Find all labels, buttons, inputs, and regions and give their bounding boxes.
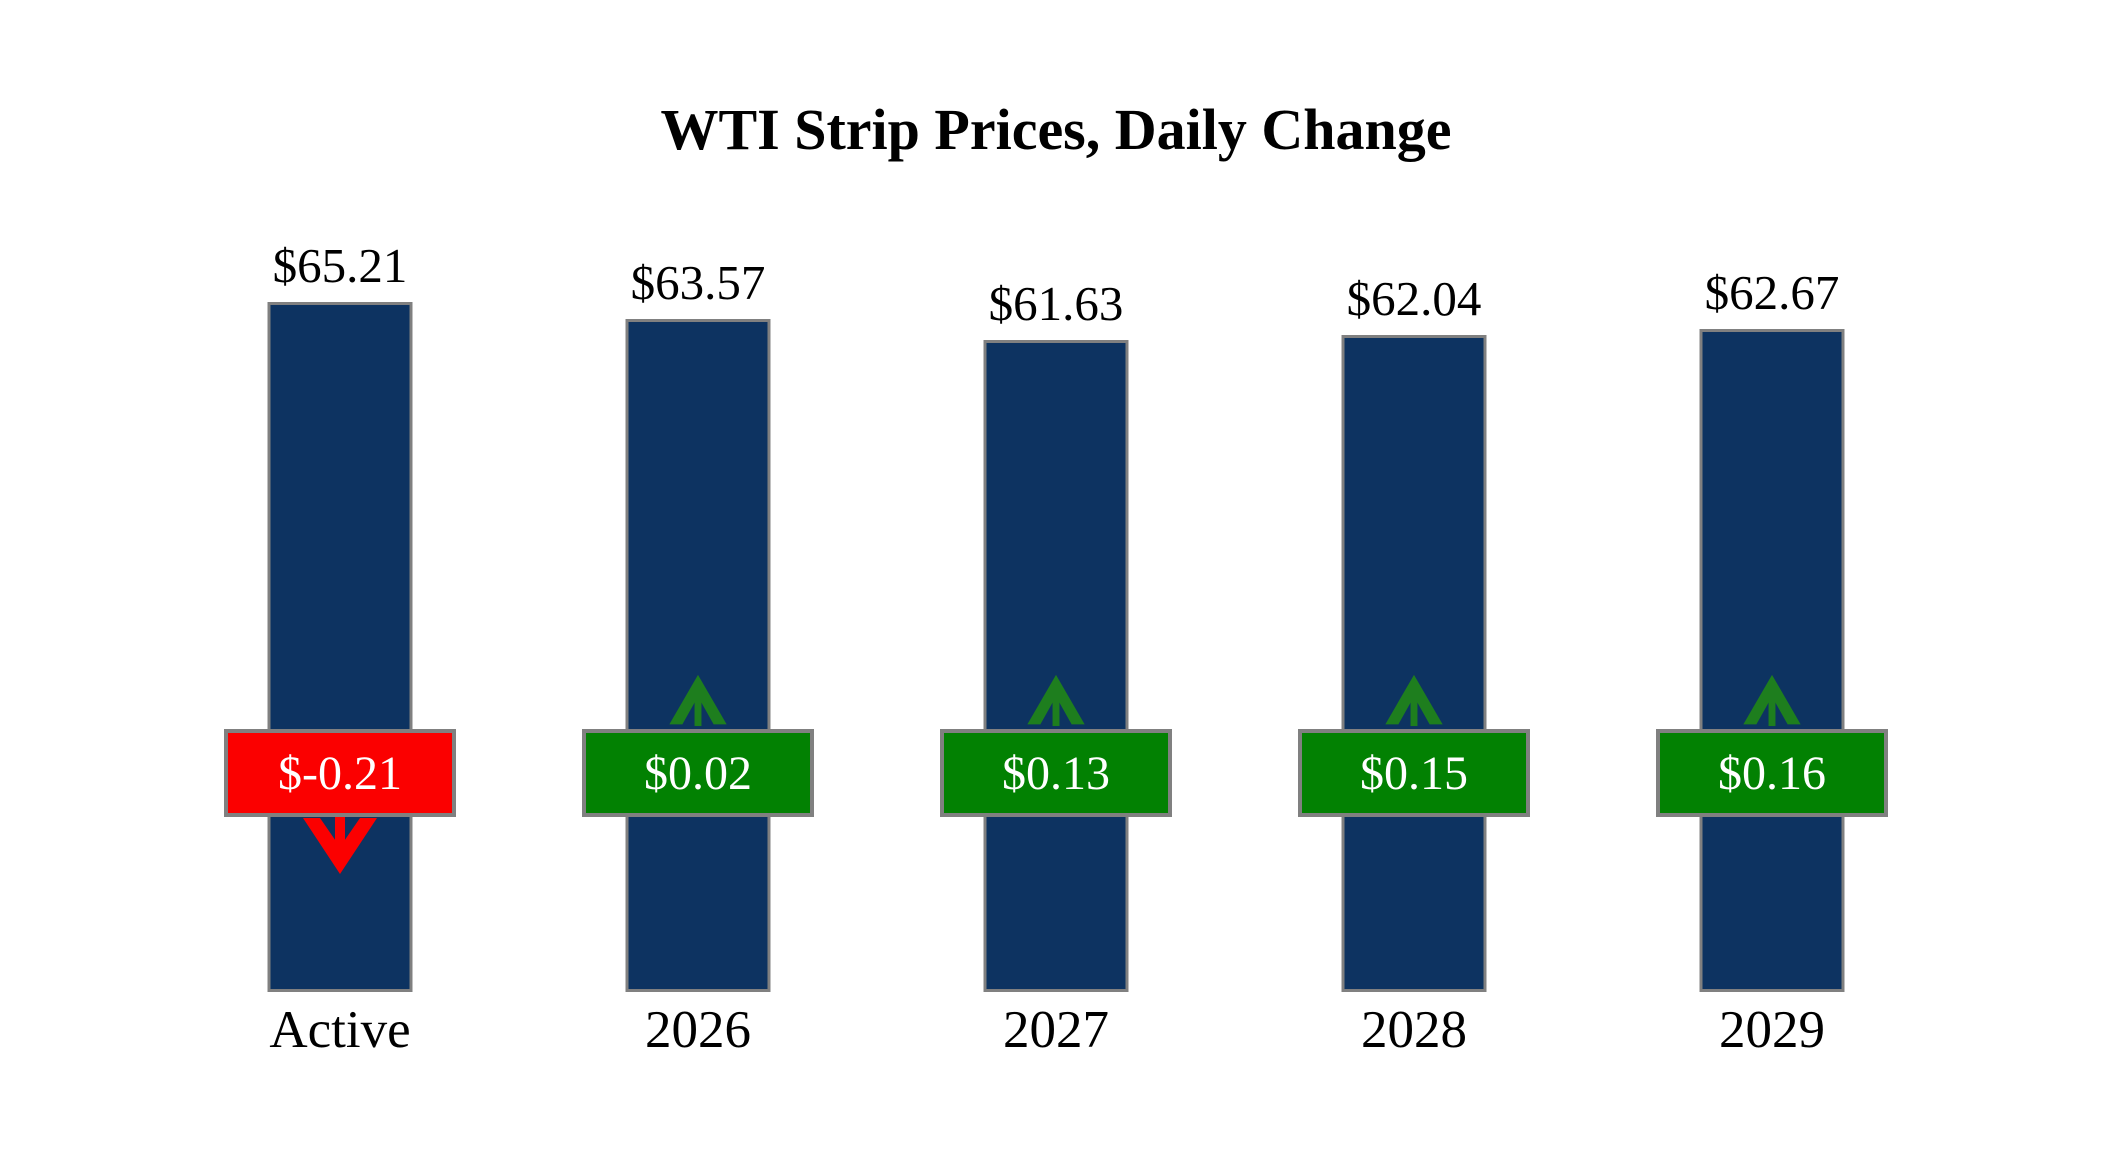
price-label: $62.04 [1346,271,1482,326]
category-label: 2028 [1361,1001,1467,1059]
change-badge: $0.16 [1656,729,1888,817]
up-arrow-icon [1739,670,1805,730]
change-badge: $0.13 [940,729,1172,817]
price-label: $63.57 [630,255,766,310]
category-label: 2027 [1003,1001,1109,1059]
bar [625,319,771,992]
price-label: $61.63 [988,276,1124,331]
bar [1341,335,1487,992]
bar-column: $62.67 $0.16 2029 [1593,0,1951,1152]
change-badge: $0.02 [582,729,814,817]
up-arrow-icon [665,670,731,730]
down-arrow-icon [298,817,382,875]
bar [267,302,413,992]
change-badge: $0.15 [1298,729,1530,817]
category-label: 2026 [645,1001,751,1059]
bar-column: $63.57 $0.02 2026 [519,0,877,1152]
bar-column: $65.21 $-0.21 Active [161,0,519,1152]
up-arrow-icon [1381,670,1447,730]
bar [983,340,1129,992]
category-label: Active [269,1001,411,1059]
bar [1699,329,1845,992]
bar-column: $61.63 $0.13 2027 [877,0,1235,1152]
category-label: 2029 [1719,1001,1825,1059]
up-arrow-icon [1023,670,1089,730]
bar-column: $62.04 $0.15 2028 [1235,0,1593,1152]
price-label: $65.21 [272,238,408,293]
price-label: $62.67 [1704,265,1840,320]
chart-title: WTI Strip Prices, Daily Change [660,97,1452,162]
change-badge: $-0.21 [224,729,456,817]
